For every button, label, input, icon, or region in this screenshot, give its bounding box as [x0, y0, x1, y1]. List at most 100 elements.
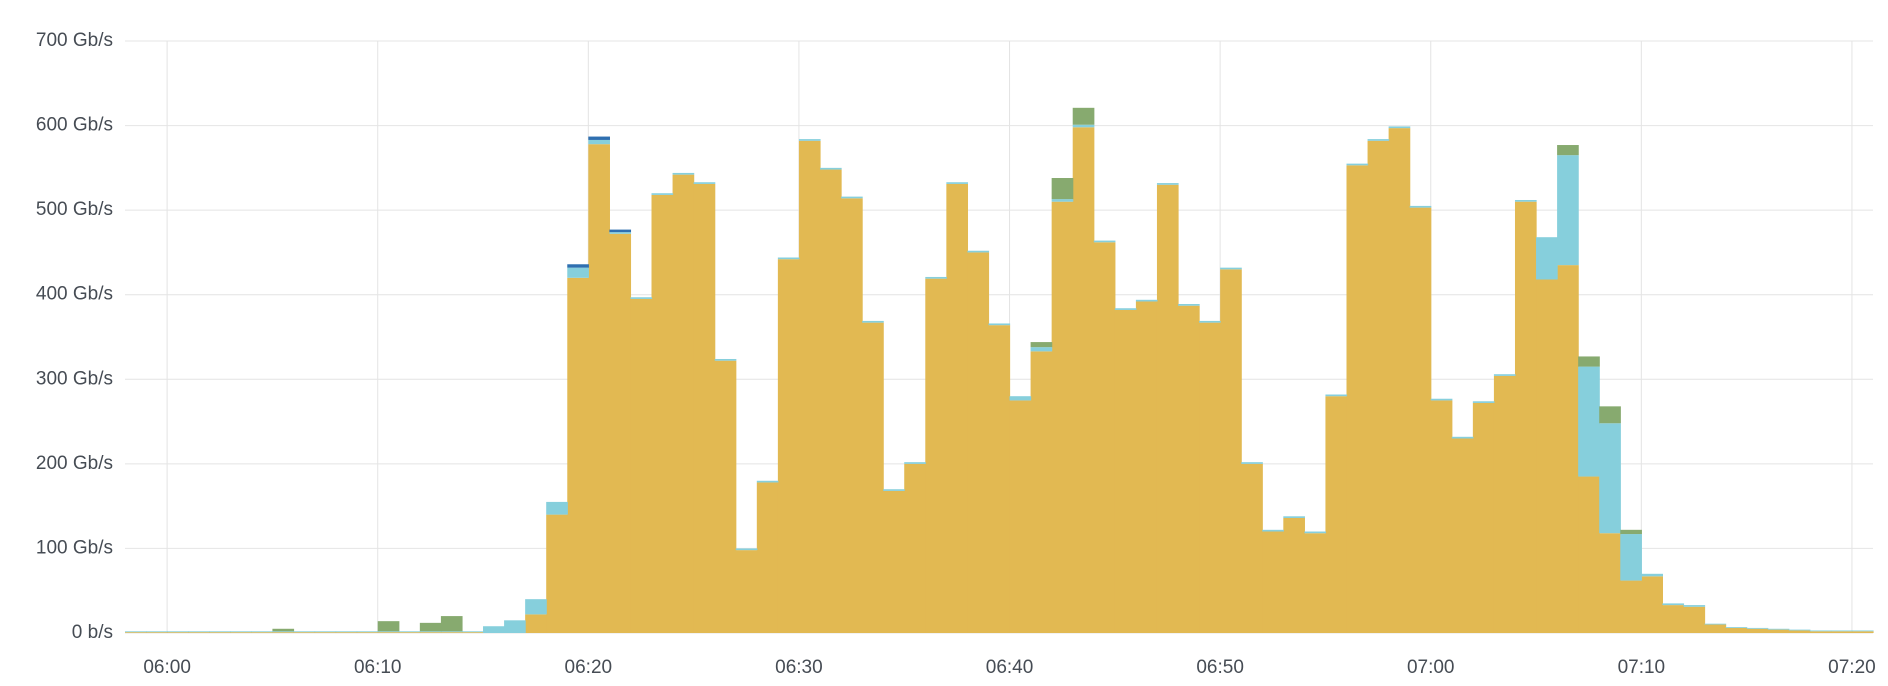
area-step [1536, 279, 1558, 633]
area-step [1241, 463, 1263, 633]
area-step [651, 193, 674, 195]
area-step [356, 632, 379, 633]
area-step [1409, 205, 1432, 208]
area-step [714, 358, 737, 361]
x-tick-label: 07:20 [1828, 657, 1876, 678]
area-step [461, 632, 484, 633]
area-step [1388, 126, 1411, 129]
area-step [925, 278, 947, 633]
area-step [1451, 436, 1474, 439]
area-step [988, 323, 1011, 326]
area-step [967, 252, 990, 633]
area-step [167, 632, 189, 633]
area-step [1599, 533, 1621, 633]
area-step [1472, 402, 1495, 633]
area-step [377, 631, 400, 633]
area-step [1009, 400, 1032, 633]
area-step [1072, 124, 1095, 128]
area-step [693, 183, 716, 633]
area-step [1662, 605, 1685, 633]
area-step [1220, 267, 1242, 270]
area-step [904, 462, 926, 464]
area-step [483, 626, 505, 633]
area-step [946, 183, 969, 633]
area-step [588, 136, 610, 140]
area-step [230, 631, 252, 633]
area-step [1051, 178, 1074, 200]
x-tick-label: 06:50 [1196, 657, 1244, 678]
area-step [1704, 623, 1727, 625]
area-step [693, 182, 716, 184]
area-step [1262, 531, 1284, 633]
y-tick-label: 400 Gb/s [36, 284, 113, 305]
area-step [440, 632, 463, 633]
area-step [146, 631, 168, 633]
area-step [1746, 628, 1769, 633]
area-step [904, 463, 926, 633]
area-step [841, 196, 863, 199]
y-tick-label: 700 Gb/s [36, 30, 113, 51]
area-step [1430, 400, 1453, 633]
area-step [272, 631, 295, 633]
area-step [251, 632, 274, 633]
area-step [1009, 396, 1032, 401]
area-step [504, 620, 526, 633]
area-step [1557, 145, 1579, 156]
area-step [1599, 406, 1621, 424]
area-step [1514, 199, 1537, 202]
x-tick-label: 07:00 [1407, 657, 1455, 678]
area-step [230, 632, 252, 633]
area-step [1072, 107, 1095, 125]
area-step [1325, 394, 1348, 397]
area-step [735, 548, 758, 551]
area-step [925, 276, 947, 279]
area-step [1472, 401, 1495, 403]
area-step [440, 631, 463, 633]
area-step [356, 631, 379, 633]
series [567, 136, 632, 268]
area-step [419, 631, 442, 633]
area-step [1788, 630, 1811, 633]
area-step [567, 264, 589, 268]
area-step [1030, 351, 1053, 633]
area-step [167, 631, 189, 633]
area-step [1283, 517, 1305, 633]
area-step [1809, 631, 1832, 633]
area-step [1514, 201, 1537, 633]
area-step [377, 632, 400, 633]
area-step [1283, 516, 1305, 518]
area-step [1409, 207, 1432, 633]
area-step [672, 174, 695, 633]
y-tick-label: 500 Gb/s [36, 199, 113, 220]
area-step [1304, 531, 1327, 534]
area-step [946, 182, 969, 184]
area-step [251, 631, 274, 633]
area-step [146, 632, 168, 633]
area-step [1725, 627, 1748, 628]
area-step [1388, 128, 1411, 633]
area-step [1599, 423, 1621, 534]
area-step [440, 616, 463, 632]
area-step [1135, 301, 1158, 633]
area-step [1199, 320, 1221, 323]
area-step [1135, 299, 1158, 302]
area-step [819, 169, 842, 633]
area-step [1114, 308, 1137, 310]
area-step [125, 631, 147, 633]
area-step [293, 631, 316, 633]
area-step [125, 632, 147, 633]
area-step [335, 631, 358, 633]
area-step [1662, 603, 1685, 606]
area-step [756, 482, 779, 633]
area-step [1178, 304, 1200, 306]
area-step [883, 489, 905, 491]
area-step [335, 632, 358, 633]
area-step [862, 320, 884, 323]
series [272, 107, 1642, 632]
area-step [1493, 374, 1516, 376]
series [125, 127, 1874, 634]
area-step [525, 599, 547, 615]
area-step [1788, 629, 1811, 631]
area-step [819, 167, 842, 170]
